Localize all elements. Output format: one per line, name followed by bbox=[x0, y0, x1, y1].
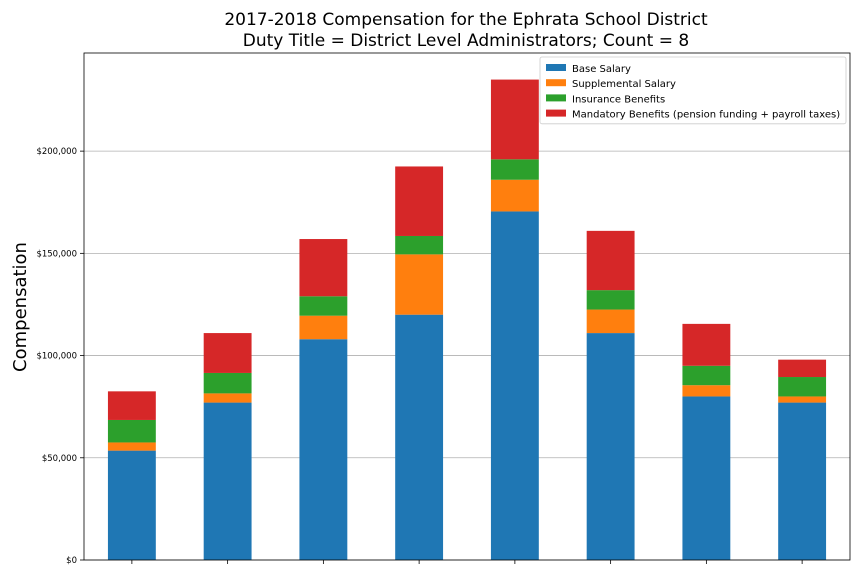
bars bbox=[107, 79, 827, 560]
bar-segment bbox=[778, 377, 827, 397]
bar-segment bbox=[682, 365, 731, 386]
legend-swatch bbox=[546, 94, 566, 102]
legend-box bbox=[539, 56, 847, 125]
chart-title: 2017-2018 Compensation for the Ephrata S… bbox=[224, 10, 708, 30]
bar-segment bbox=[299, 296, 348, 316]
bar-segment bbox=[203, 393, 252, 403]
legend-swatch bbox=[546, 79, 566, 87]
bar-segment bbox=[299, 239, 348, 297]
bar-segment bbox=[778, 396, 827, 403]
legend-entry: Mandatory Benefits (pension funding + pa… bbox=[572, 110, 840, 121]
bar-segment bbox=[299, 339, 348, 560]
bar-segment bbox=[395, 254, 444, 315]
legend-entry: Base Salary bbox=[572, 64, 631, 75]
y-axis-label: Compensation bbox=[10, 242, 31, 372]
plot-frame bbox=[83, 52, 851, 561]
bar-segment bbox=[203, 372, 252, 394]
bar-segment bbox=[778, 359, 827, 378]
legend-entry: Insurance Benefits bbox=[572, 94, 665, 105]
y-tick-label: $50,000 bbox=[42, 454, 77, 464]
bar-segment bbox=[107, 450, 156, 560]
bar-segment bbox=[586, 333, 635, 560]
bar-segment bbox=[395, 235, 444, 255]
axes: $0 $50,000 $100,000 $150,000 $200,000 bbox=[36, 52, 851, 566]
chart-subtitle: Duty Title = District Level Administrato… bbox=[243, 31, 689, 51]
bar-segment bbox=[778, 402, 827, 560]
y-tick-label: $100,000 bbox=[36, 352, 77, 362]
gridlines bbox=[84, 150, 850, 561]
bar-segment bbox=[395, 166, 444, 236]
legend: Base Salary Supplemental Salary Insurance … bbox=[539, 56, 847, 125]
bar-segment bbox=[490, 211, 539, 560]
bar-segment bbox=[682, 323, 731, 366]
bar-segment bbox=[586, 230, 635, 291]
bar-segment bbox=[107, 419, 156, 443]
legend-swatch bbox=[546, 109, 566, 117]
bar-segment bbox=[682, 396, 731, 560]
bar-segment bbox=[107, 442, 156, 451]
bar-segment bbox=[299, 315, 348, 340]
bar-segment bbox=[586, 309, 635, 334]
legend-entry: Supplemental Salary bbox=[572, 79, 676, 90]
bar-segment bbox=[490, 159, 539, 180]
bar-segment bbox=[203, 402, 252, 560]
y-tick-label: $200,000 bbox=[36, 147, 77, 157]
bar-segment bbox=[490, 179, 539, 212]
bar-segment bbox=[107, 391, 156, 420]
y-tick-label: $0 bbox=[66, 556, 77, 566]
bar-segment bbox=[203, 333, 252, 373]
bar-segment bbox=[682, 385, 731, 397]
bar-segment bbox=[586, 290, 635, 310]
bar-segment bbox=[490, 79, 539, 160]
y-tick-label: $150,000 bbox=[36, 249, 77, 259]
legend-swatch bbox=[546, 64, 566, 71]
bar-segment bbox=[395, 314, 444, 560]
